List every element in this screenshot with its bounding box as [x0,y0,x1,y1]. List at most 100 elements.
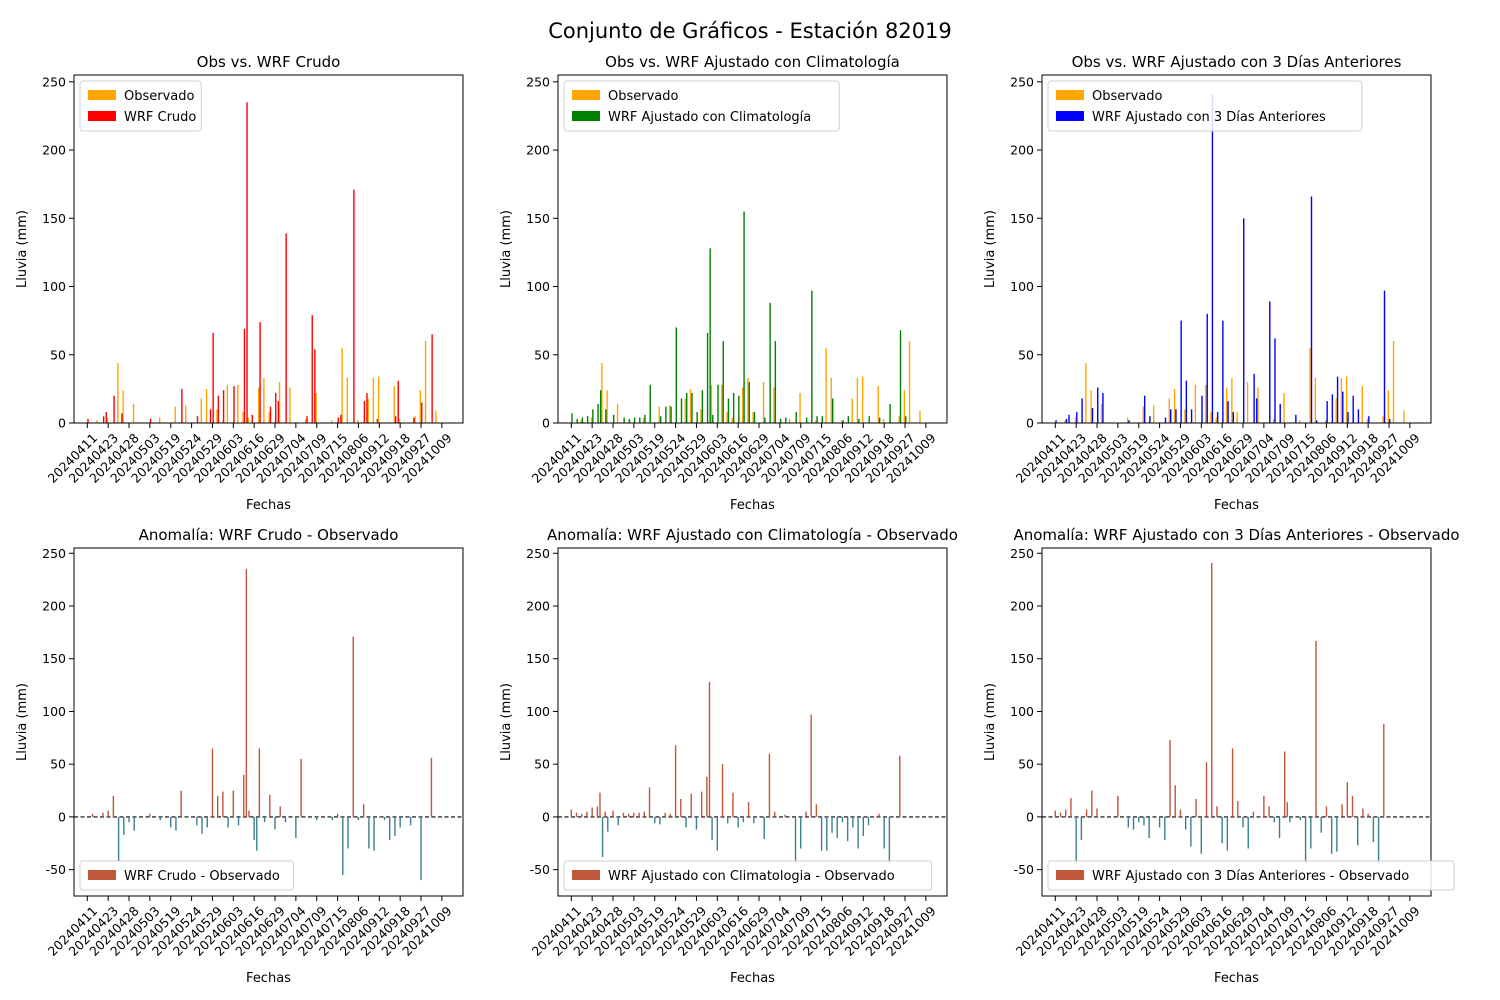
bar [616,403,619,423]
legend: Observado WRF Ajustado con 3 Días Anterio… [1047,80,1363,132]
bar [1279,403,1281,423]
legend-box [1047,860,1455,891]
bar [727,816,729,824]
bar [206,816,208,828]
bar [861,376,864,423]
axes-frame [1041,547,1432,897]
bar [571,413,573,423]
bar [87,418,89,423]
bar [1242,816,1244,828]
bar [623,417,625,423]
bar [868,416,870,423]
bar [1076,412,1078,423]
bar [670,406,672,423]
bar [285,233,287,423]
bar [1325,420,1327,423]
bar [638,812,640,817]
bar [1383,290,1386,423]
bar [435,410,437,423]
bar [1225,387,1228,423]
bar [1064,420,1066,423]
y-tick-label: -50 [46,862,66,877]
figure-title: Conjunto de Gráficos - Estación 82019 [548,19,952,43]
series-2 [571,211,907,423]
bar [1342,391,1344,423]
bar [841,420,843,423]
bar [1331,394,1334,423]
subplot-3: Obs vs. WRF Ajustado con 3 Días Anterior… [983,53,1432,513]
bar [664,812,666,817]
bar [1070,797,1072,817]
bar [1387,390,1390,423]
bar [708,681,711,817]
bar [113,395,115,423]
bar [686,392,688,423]
y-tick-label: 150 [1010,651,1034,666]
bar [1169,739,1171,817]
bar [596,806,599,817]
bar [842,420,844,423]
bar [222,791,224,817]
bar [216,409,218,423]
bar [102,416,105,423]
bar [1256,398,1258,423]
bar [1372,816,1375,843]
bar [346,377,349,423]
bar [639,417,641,423]
bar [732,792,734,817]
bar [1263,795,1265,817]
legend-label: Observado [124,89,195,104]
bar [1286,802,1289,817]
y-tick-label: 50 [534,347,550,362]
legend: Observado WRF Crudo [79,80,202,132]
axes-frame [73,74,464,424]
bar [314,349,316,423]
bar [1340,377,1343,423]
legend-swatch [88,111,116,121]
bar [773,811,776,817]
bar [810,714,812,817]
bar [726,412,728,423]
bar [1164,816,1166,841]
y-tick-label: 200 [1010,599,1034,614]
bar [357,420,359,423]
bar [1211,94,1214,423]
y-tick-label: 50 [50,347,66,362]
x-axis-label: Fechas [1214,498,1259,513]
y-tick-label: 100 [42,704,66,719]
bar [1314,377,1317,423]
legend-swatch [88,90,116,100]
bar [1309,347,1311,423]
bar [1065,809,1067,817]
bar [357,816,360,821]
bar [606,390,608,423]
legend-box [563,80,840,132]
bar [1102,392,1104,423]
y-tick-label: 50 [1018,347,1034,362]
bar [659,416,662,423]
bar [867,816,870,826]
bar [575,812,578,817]
bar [684,398,687,423]
bar [1085,809,1088,817]
bar [820,816,823,851]
bar [1126,417,1129,423]
bar [1227,401,1229,423]
bar [1273,816,1276,823]
legend-box [563,860,933,891]
bar [633,812,635,817]
bar [1335,398,1337,423]
bar [580,420,582,423]
bar [336,813,339,817]
bar [581,813,583,817]
bar [654,816,656,824]
bar [1080,816,1083,841]
bar [1232,412,1234,423]
bar [826,816,828,851]
bar [617,816,619,826]
bar [1357,409,1360,423]
bar [774,341,777,423]
bar [700,791,703,817]
bar [1310,816,1312,849]
